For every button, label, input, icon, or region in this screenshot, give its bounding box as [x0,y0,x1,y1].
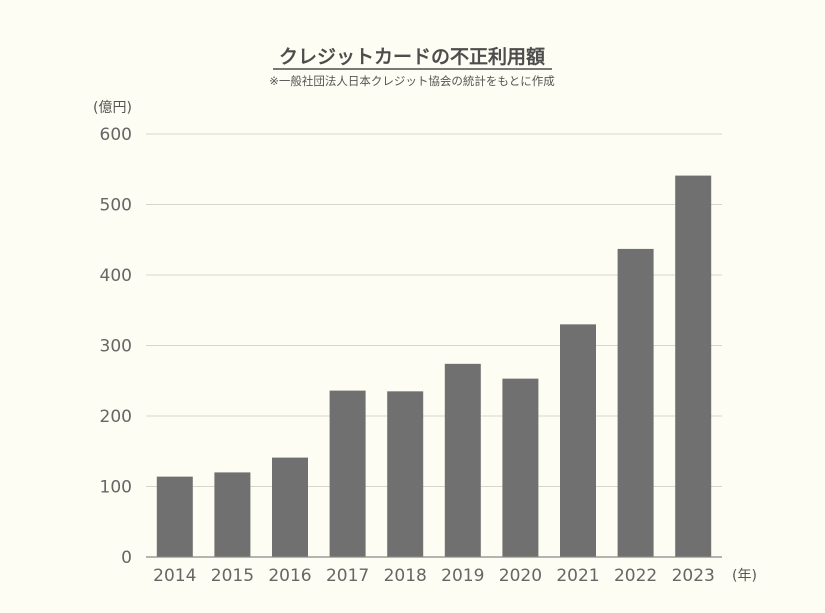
x-tick-label: 2015 [211,566,254,586]
bars [156,175,712,558]
y-tick-label: 300 [100,337,132,357]
x-tick-labels: 2014 2015 2016 2017 2018 2019 2020 2021 2022 2023 [153,566,715,586]
y-tick-label: 400 [100,266,132,286]
x-axis-unit-label: (年) [732,568,757,584]
bar-2018 [387,391,424,557]
bar-2019 [444,363,481,557]
bar-2017 [329,390,366,557]
x-tick-label: 2021 [556,566,599,586]
y-tick-label: 600 [100,125,132,145]
x-tick-label: 2020 [499,566,542,586]
y-axis-unit-label: (億円) [93,100,132,116]
bar-2022 [617,248,654,558]
bar-2014 [156,476,193,557]
y-tick-label: 0 [121,548,132,568]
bar-2020 [502,378,539,557]
x-tick-label: 2014 [153,566,196,586]
x-tick-label: 2022 [614,566,657,586]
bar-2015 [214,472,251,557]
x-tick-label: 2017 [326,566,369,586]
y-tick-labels: 0 100 200 300 400 500 600 [100,125,132,568]
y-tick-label: 100 [100,478,132,498]
bar-2021 [560,324,596,557]
x-tick-label: 2018 [384,566,427,586]
x-tick-label: 2019 [441,566,484,586]
chart-subtitle: ※一般社団法人日本クレジット協会の統計をもとに作成 [269,74,555,88]
y-tick-label: 200 [100,407,132,427]
bar-2016 [272,457,308,557]
bar-2023 [675,175,712,557]
chart-title: クレジットカードの不正利用額 [279,45,545,68]
y-tick-label: 500 [100,196,132,216]
x-tick-label: 2016 [268,566,311,586]
x-tick-label: 2023 [672,566,715,586]
